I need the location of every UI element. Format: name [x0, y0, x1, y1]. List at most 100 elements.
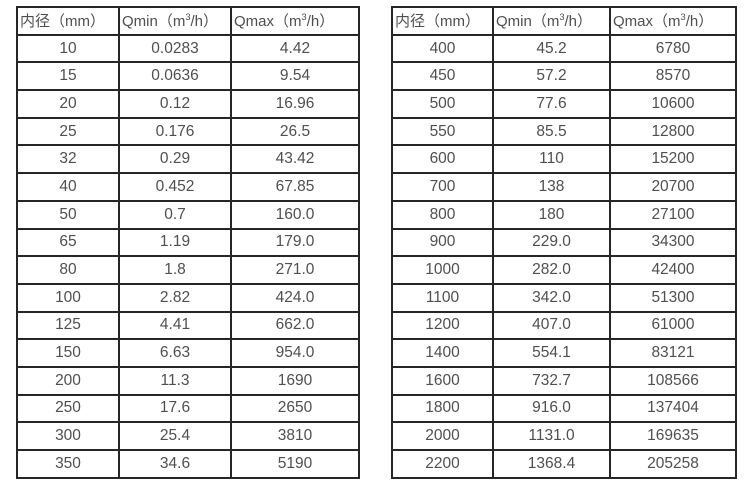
- table-row: 125 4.41 662.0: [16, 310, 360, 341]
- table-cell: 800: [391, 199, 494, 230]
- table-cell: 8570: [609, 61, 737, 92]
- table-cell: 407.0: [492, 310, 611, 341]
- header-label: Qmax: [234, 13, 275, 31]
- table-row: 300 25.4 3810: [16, 421, 360, 451]
- table-cell: 1690: [230, 365, 360, 396]
- table-row: 50 0.7 160.0: [16, 199, 360, 230]
- table-row: 150 6.63 954.0: [16, 338, 360, 368]
- table-row: 32 0.29 43.42: [16, 144, 360, 175]
- table-cell: 1100: [391, 282, 494, 313]
- table-cell: 916.0: [492, 393, 611, 424]
- table-row: 65 1.19 179.0: [16, 227, 360, 258]
- table-cell: 200: [16, 365, 120, 396]
- table-row: 400 45.2 6780: [391, 33, 737, 64]
- table-cell: 179.0: [230, 227, 360, 258]
- table-row: 15 0.0636 9.54: [16, 61, 360, 92]
- table-cell: 27100: [609, 199, 737, 230]
- header-qmin: Qmin（m3/h）: [118, 6, 232, 36]
- table-cell: 11.3: [118, 365, 232, 396]
- table-cell: 180: [492, 199, 611, 230]
- table-cell: 550: [391, 116, 494, 147]
- table-cell: 300: [16, 421, 120, 451]
- header-unit: （m: [531, 13, 560, 31]
- table-cell: 34300: [609, 227, 737, 258]
- table-cell: 125: [16, 310, 120, 341]
- table-cell: 4.42: [230, 33, 360, 64]
- header-unit-sup: 3: [680, 12, 686, 23]
- table-cell: 160.0: [230, 199, 360, 230]
- table-row: 250 17.6 2650: [16, 393, 360, 424]
- table-cell: 0.0636: [118, 61, 232, 92]
- table-cell: 424.0: [230, 282, 360, 313]
- table-cell: 34.6: [118, 449, 232, 479]
- table-cell: 17.6: [118, 393, 232, 424]
- table-cell: 16.96: [230, 89, 360, 119]
- header-label: Qmin: [496, 13, 532, 31]
- table-cell: 500: [391, 89, 494, 119]
- header-unit: /h）: [564, 13, 593, 31]
- header-label: 内径: [20, 13, 51, 31]
- header-label: 内径: [395, 13, 426, 31]
- table-cell: 732.7: [492, 365, 611, 396]
- table-cell: 662.0: [230, 310, 360, 341]
- table-cell: 77.6: [492, 89, 611, 119]
- flow-table-large-diameters: 内径（mm） Qmin（m3/h） Qmax（m3/h） 400 45.2 6780…: [391, 6, 737, 479]
- table-cell: 110: [492, 144, 611, 175]
- header-unit: /h）: [190, 13, 219, 31]
- table-row: 80 1.8 271.0: [16, 255, 360, 285]
- header-unit: /h）: [306, 13, 335, 31]
- header-unit: /h）: [685, 13, 714, 31]
- table-cell: 10: [16, 33, 120, 64]
- table-cell: 25.4: [118, 421, 232, 451]
- table-row: 450 57.2 8570: [391, 61, 737, 92]
- table-cell: 2000: [391, 421, 494, 451]
- table-cell: 400: [391, 33, 494, 64]
- header-unit: （mm）: [425, 13, 481, 31]
- table-row: 1600 732.7 108566: [391, 365, 737, 396]
- table-row: 10 0.0283 4.42: [16, 33, 360, 64]
- header-qmax: Qmax（m3/h）: [230, 6, 360, 36]
- table-cell: 250: [16, 393, 120, 424]
- table-cell: 600: [391, 144, 494, 175]
- table-cell: 1131.0: [492, 421, 611, 451]
- table-cell: 169635: [609, 421, 737, 451]
- table-cell: 229.0: [492, 227, 611, 258]
- table-cell: 6.63: [118, 338, 232, 368]
- table-cell: 12800: [609, 116, 737, 147]
- table-cell: 1368.4: [492, 449, 611, 479]
- table-cell: 900: [391, 227, 494, 258]
- table-cell: 40: [16, 172, 120, 202]
- table-cell: 271.0: [230, 255, 360, 285]
- table-cell: 350: [16, 449, 120, 479]
- header-inner-diameter: 内径（mm）: [391, 6, 494, 36]
- table-cell: 15: [16, 61, 120, 92]
- flow-table-small-diameters: 内径（mm） Qmin（m3/h） Qmax（m3/h） 10 0.0283 4.4…: [16, 6, 360, 479]
- table-cell: 2650: [230, 393, 360, 424]
- table-cell: 20: [16, 89, 120, 119]
- table-row: 2200 1368.4 205258: [391, 449, 737, 479]
- table-cell: 0.0283: [118, 33, 232, 64]
- header-qmax: Qmax（m3/h）: [609, 6, 737, 36]
- table-cell: 1800: [391, 393, 494, 424]
- table-row: 1800 916.0 137404: [391, 393, 737, 424]
- table-cell: 1600: [391, 365, 494, 396]
- header-unit: （m: [653, 13, 681, 31]
- table-cell: 100: [16, 282, 120, 313]
- header-qmin: Qmin（m3/h）: [492, 6, 611, 36]
- table-row: 1200 407.0 61000: [391, 310, 737, 341]
- table-cell: 25: [16, 116, 120, 147]
- table-cell: 20700: [609, 172, 737, 202]
- table-cell: 83121: [609, 338, 737, 368]
- table-row: 200 11.3 1690: [16, 365, 360, 396]
- table-cell: 67.85: [230, 172, 360, 202]
- table-cell: 4.41: [118, 310, 232, 341]
- table-row: 1400 554.1 83121: [391, 338, 737, 368]
- table-row: 700 138 20700: [391, 172, 737, 202]
- table-cell: 1400: [391, 338, 494, 368]
- table-cell: 43.42: [230, 144, 360, 175]
- table-row: 25 0.176 26.5: [16, 116, 360, 147]
- table-cell: 45.2: [492, 33, 611, 64]
- table-row: 500 77.6 10600: [391, 89, 737, 119]
- table-row: 900 229.0 34300: [391, 227, 737, 258]
